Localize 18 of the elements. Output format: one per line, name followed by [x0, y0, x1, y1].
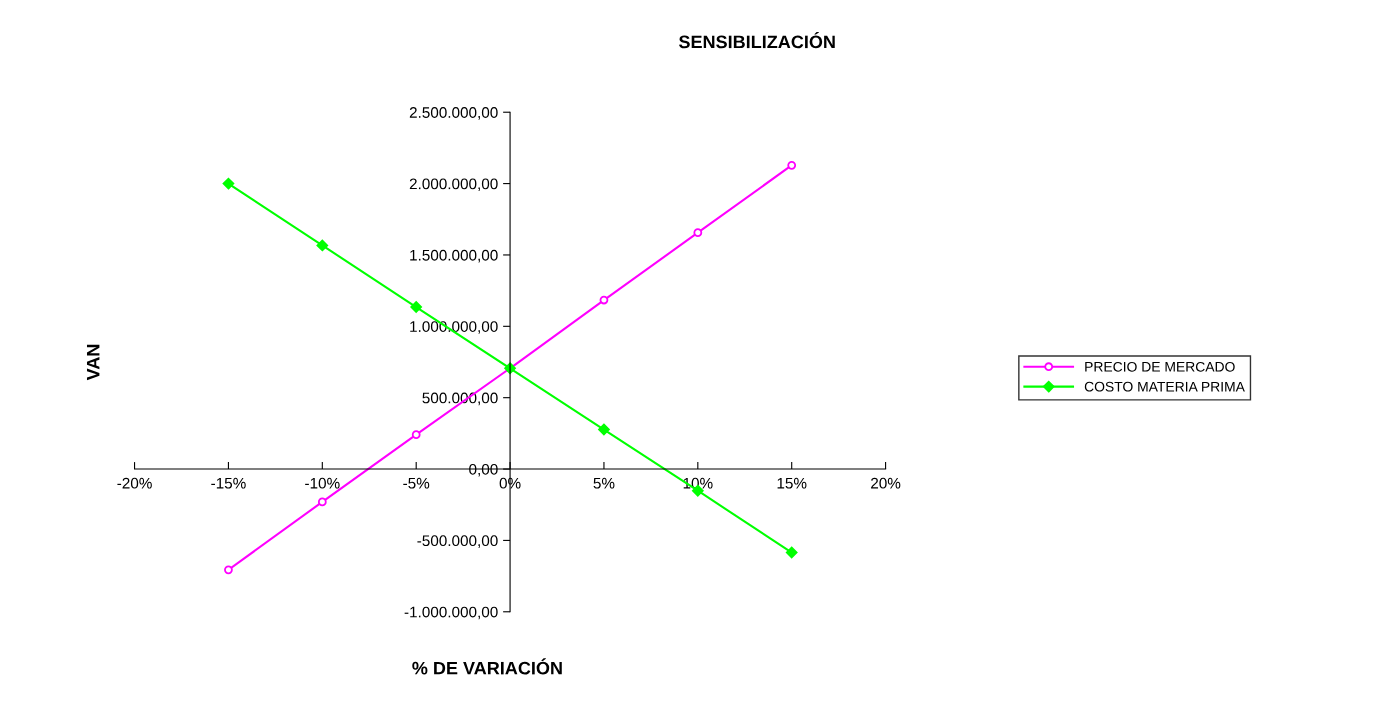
x-tick-label: 15%: [777, 477, 807, 489]
legend-label: COSTO MATERIA PRIMA: [1084, 381, 1245, 392]
y-tick-label: 2.500.000,00: [409, 107, 498, 120]
x-tick-label: -20%: [117, 477, 152, 489]
y-tick-label: -1.000.000,00: [404, 606, 498, 620]
y-axis-title: VAN: [86, 344, 100, 381]
y-tick-label: 2.000.000,00: [409, 178, 498, 192]
chart-title: SENSIBILIZACIÓN: [678, 32, 835, 49]
y-tick-label: -500.000,00: [417, 535, 498, 548]
x-tick-label: -15%: [211, 477, 246, 489]
legend-label: PRECIO DE MERCADO: [1085, 361, 1235, 372]
x-tick-label: -10%: [305, 477, 340, 489]
x-tick-label: 20%: [871, 477, 901, 489]
x-tick-label: 5%: [593, 477, 615, 489]
x-axis-title: % DE VARIACIÓN: [412, 658, 562, 675]
y-tick-label: 0,00: [469, 463, 498, 477]
x-tick-label: -5%: [403, 477, 430, 489]
y-tick-label: 1.500.000,00: [410, 249, 498, 263]
